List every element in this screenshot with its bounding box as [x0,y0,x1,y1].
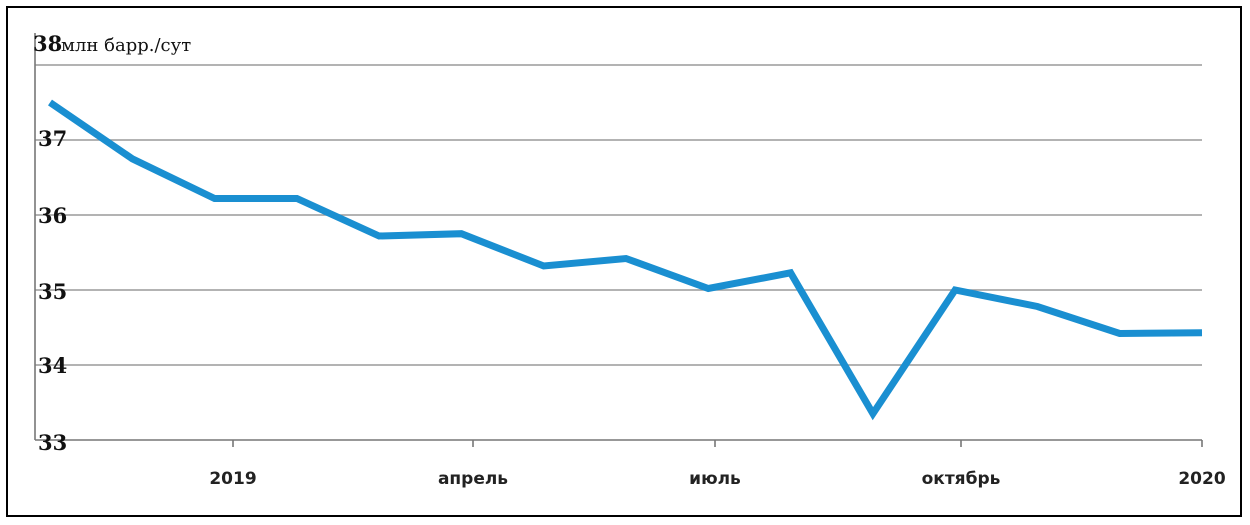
x-tick-label: 2019 [209,469,256,489]
y-tick-label: 36 [38,203,67,228]
series-line [48,99,1203,421]
y-tick-label: 33 [38,430,67,455]
x-tick-label: 2020 [1178,469,1225,489]
chart-frame: 38 млн барр./сут 37 36 35 34 33 2019 апрель ию… [6,6,1242,517]
gridlines [35,64,1202,366]
x-tick-label: апрель [438,469,508,489]
x-tick-label: июль [689,469,741,489]
x-axis [34,33,1203,447]
y-unit-label: млн барр./сут [61,35,191,56]
y-tick-label: 34 [38,353,67,378]
y-top-value: 38 [33,31,62,56]
line-chart: 38 млн барр./сут 37 36 35 34 33 2019 апрель ию… [33,31,1226,489]
y-tick-label: 37 [38,126,67,151]
x-axis-labels: 2019 апрель июль октябрь 2020 [209,469,1225,489]
y-tick-label: 35 [38,279,67,304]
series [48,99,1203,421]
y-axis-labels: 38 млн барр./сут 37 36 35 34 33 [33,31,191,455]
x-tick-label: октябрь [922,469,1001,489]
